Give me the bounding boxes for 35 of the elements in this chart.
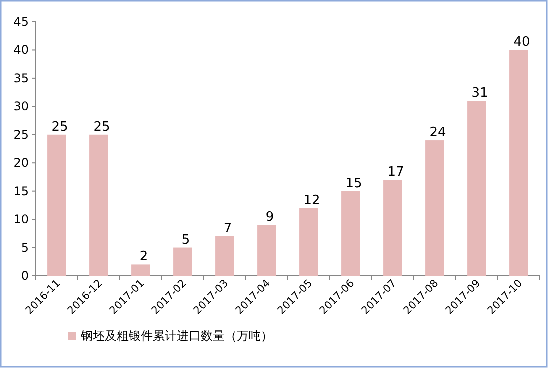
data-label: 7 [224, 221, 232, 236]
y-tick-label: 25 [14, 128, 29, 142]
bar [342, 191, 360, 276]
bar [174, 248, 192, 276]
data-label: 25 [52, 120, 68, 135]
bar [132, 264, 150, 276]
legend-label: 钢坯及粗锻件累计进口数量（万吨） [80, 329, 273, 343]
y-tick-label: 30 [14, 100, 29, 114]
y-tick-label: 10 [14, 212, 29, 227]
y-tick-label: 20 [14, 156, 29, 170]
data-label: 15 [346, 176, 362, 192]
bar [468, 101, 486, 276]
bar [48, 134, 66, 276]
data-label: 24 [430, 126, 446, 141]
data-label: 17 [388, 165, 404, 180]
bar [300, 208, 318, 276]
data-label: 9 [266, 210, 274, 226]
bar [426, 140, 444, 276]
y-tick-label: 0 [21, 269, 29, 283]
bar [216, 236, 234, 276]
bar [510, 50, 528, 276]
bar [258, 225, 276, 276]
y-tick-label: 40 [14, 43, 29, 58]
y-tick-label: 15 [14, 184, 29, 198]
data-label: 40 [514, 35, 530, 50]
bar [384, 180, 402, 276]
y-tick-label: 5 [21, 240, 29, 255]
bar [90, 134, 108, 276]
data-label: 2 [140, 250, 148, 265]
y-tick-label: 35 [14, 71, 29, 86]
data-label: 12 [304, 193, 320, 208]
data-label: 25 [94, 120, 110, 135]
y-tick-label: 45 [14, 15, 29, 29]
data-label: 31 [472, 86, 488, 102]
data-label: 5 [182, 232, 190, 248]
